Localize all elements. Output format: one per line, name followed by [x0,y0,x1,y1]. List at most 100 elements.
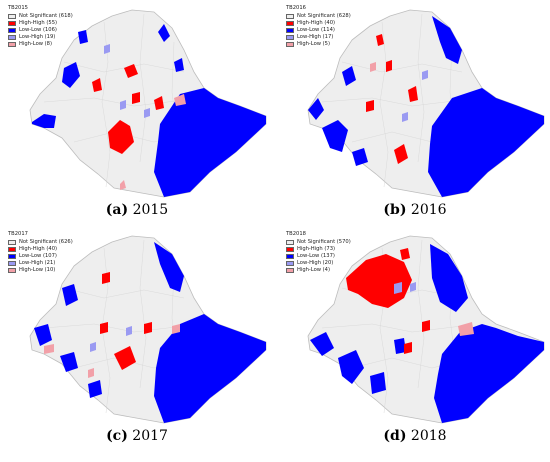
low-high-2 [410,282,416,292]
low-high-2 [104,44,110,54]
low-low-ne [158,24,170,42]
legend-swatch-icon [286,240,294,245]
legend-item: High-Low (8) [8,41,73,48]
legend-item: Low-High (19) [8,34,73,41]
caption-year: 2016 [410,202,447,218]
high-high-center [114,346,136,370]
legend-swatch-icon [8,21,16,26]
high-high-n [376,34,384,46]
high-high-c2 [100,322,108,334]
ethiopia-lisa-map-2018 [307,235,545,424]
legend-item: Low-Low (114) [286,27,351,34]
high-high-w [92,78,102,92]
legend-item: Low-High (17) [286,34,351,41]
legend-label: Low-Low (137) [297,253,335,259]
low-low-east [154,88,266,197]
legend-label: Low-Low (106) [19,27,57,33]
low-high-2 [126,326,132,336]
legend-title: TB2017 [8,231,28,237]
high-high-n2 [386,60,392,72]
high-high-north [346,254,412,308]
low-low-west2 [62,62,80,88]
caption-year: 2018 [410,428,447,444]
low-low-w2 [62,284,78,306]
high-high-n2 [400,248,410,260]
low-low-west [310,332,334,356]
legend-item: Low-Low (106) [8,27,73,34]
legend-item: High-Low (4) [286,267,351,274]
legend-label: High-Low (5) [297,41,331,47]
legend-swatch-icon [8,268,16,273]
legend-swatch-icon [286,254,294,259]
legend-item: Not Significant (618) [8,13,73,20]
low-low-w3 [342,66,356,86]
legend-swatch-icon [286,261,294,266]
ethiopia-lisa-map-2017 [29,235,267,424]
legend-swatch-icon [286,247,294,252]
ethiopia-lisa-map-2016 [307,9,545,198]
legend-label: Not Significant (570) [297,239,351,245]
legend-item: Not Significant (626) [8,239,73,246]
legend-title: TB2015 [8,5,28,11]
legend-label: High-High (40) [19,246,58,252]
high-high-c3 [144,322,152,334]
low-low-ne [154,242,184,292]
legend-label: Not Significant (628) [297,13,351,19]
low-low-sw [352,148,368,166]
legend-label: High-High (40) [297,20,336,26]
map-panel-2018: TB2018 Not Significant (570) High-High (… [282,228,548,448]
map-panel-2016: TB2016 Not Significant (628) High-High (… [282,2,548,222]
legend-item: Low-High (21) [8,260,73,267]
legend-item: Not Significant (628) [286,13,351,20]
caption-letter: (b) [383,202,407,218]
high-low-1 [44,344,54,354]
low-low-s [370,372,386,394]
low-high-1 [120,100,126,110]
legend-item: High-High (40) [286,20,351,27]
legend-label: Low-High (17) [297,34,334,40]
panel-caption: (b) 2016 [282,202,548,218]
high-low-2 [120,180,126,190]
high-low-3 [172,324,180,334]
legend-label: Not Significant (626) [19,239,73,245]
low-low-east [434,324,544,423]
low-high-2 [422,70,428,80]
legend-item: High-High (55) [8,20,73,27]
legend-swatch-icon [286,21,294,26]
legend-swatch-icon [286,42,294,47]
high-high-center [394,144,408,164]
high-high-c2 [132,92,140,104]
legend-item: High-High (40) [8,246,73,253]
legend-swatch-icon [8,254,16,259]
high-low-1 [458,322,474,336]
legend-swatch-icon [8,261,16,266]
low-low-n [174,58,184,72]
legend-item: Low-Low (137) [286,253,351,260]
legend-label: Low-Low (107) [19,253,57,259]
low-high-1 [90,342,96,352]
legend-item: High-Low (10) [8,267,73,274]
low-low-sw [60,352,78,372]
legend-swatch-icon [286,268,294,273]
low-low-west [322,120,348,152]
legend-item: Not Significant (570) [286,239,351,246]
legend-label: Low-Low (114) [297,27,335,33]
caption-year: 2017 [132,428,168,444]
legend-swatch-icon [8,42,16,47]
low-low-ne [430,244,468,312]
legend-swatch-icon [286,14,294,19]
legend-label: High-Low (8) [19,41,53,47]
legend-item: High-High (73) [286,246,351,253]
legend-title: TB2018 [286,231,306,237]
low-low-nw [78,30,88,44]
legend-item: Low-Low (107) [8,253,73,260]
high-high-w [366,100,374,112]
caption-year: 2015 [132,202,169,218]
legend-swatch-icon [286,28,294,33]
low-low-west [32,114,56,128]
map-panel-2015: TB2015 Not Significant (618) High-High (… [4,2,270,222]
map-legend: TB2018 Not Significant (570) High-High (… [286,231,351,274]
legend-swatch-icon [8,247,16,252]
caption-letter: (a) [105,202,129,218]
low-low-w2 [308,98,324,120]
